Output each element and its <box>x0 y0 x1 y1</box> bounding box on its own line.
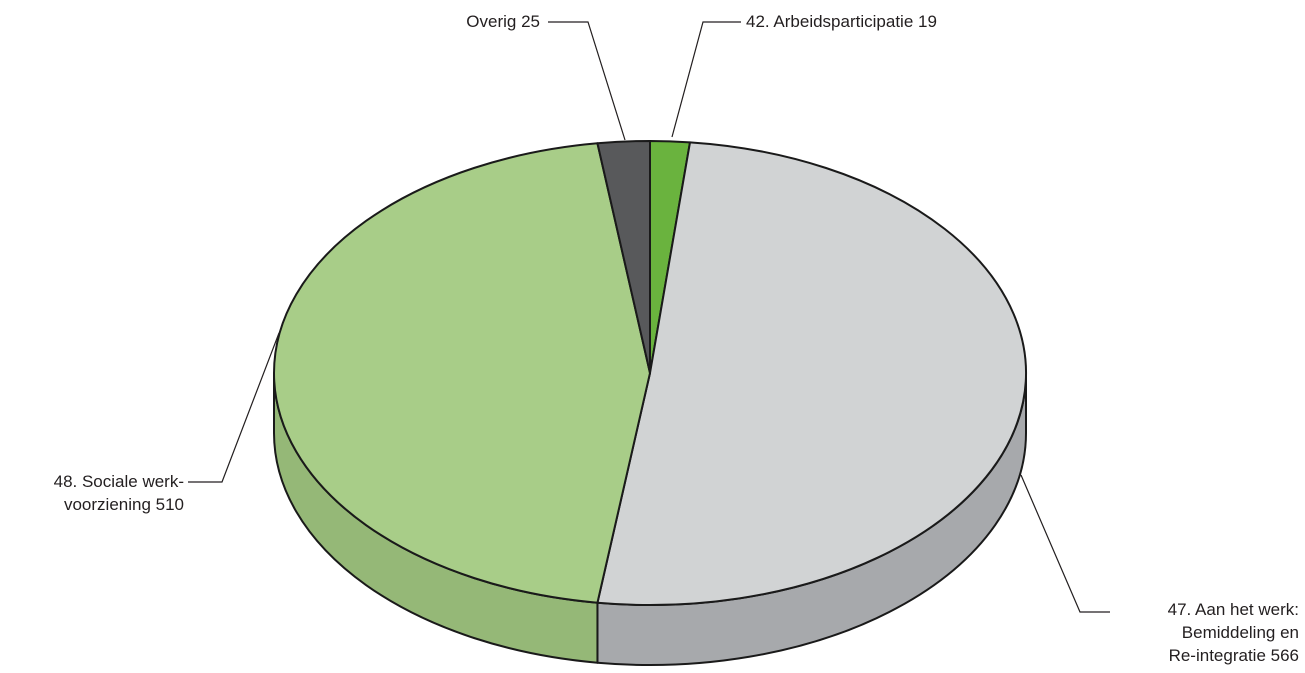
data-label-line: 48. Sociale werk- <box>54 472 184 491</box>
data-label-48-sociale-werkvoorziening: 48. Sociale werk-voorziening 510 <box>54 472 184 514</box>
data-label-overig: Overig 25 <box>466 12 540 31</box>
pie-slices <box>273 140 1028 606</box>
slice-labels: 42. Arbeidsparticipatie 19 47. Aan het we… <box>54 12 1299 665</box>
data-label-line: Overig 25 <box>466 12 540 31</box>
leader-line-overig <box>548 21 626 141</box>
data-label-line: 42. Arbeidsparticipatie 19 <box>746 12 937 31</box>
leader-lines <box>188 21 1110 613</box>
leader-line-48-sociale-werkvoorziening <box>188 332 280 483</box>
data-label-line: Bemiddeling en <box>1182 623 1299 642</box>
pie-slice-overig <box>596 140 651 374</box>
data-label-line: 47. Aan het werk: <box>1168 600 1299 619</box>
data-label-line: voorziening 510 <box>64 495 184 514</box>
data-label-47-aan-het-werk-bemiddeling-en-re-integratie: 47. Aan het werk: Bemiddeling en Re-integr… <box>1168 600 1299 665</box>
pie-slice-47-aan-het-werk-bemiddeling-en-re-integratie <box>596 141 1028 606</box>
pie-slice-48-sociale-werkvoorziening <box>273 142 651 604</box>
data-label-42-arbeidsparticipatie: 42. Arbeidsparticipatie 19 <box>746 12 937 31</box>
data-label-line: Re-integratie 566 <box>1169 646 1299 665</box>
leader-line-42-arbeidsparticipatie <box>671 21 741 138</box>
leader-line-47-aan-het-werk-bemiddeling-en-re-integratie <box>1020 474 1110 613</box>
